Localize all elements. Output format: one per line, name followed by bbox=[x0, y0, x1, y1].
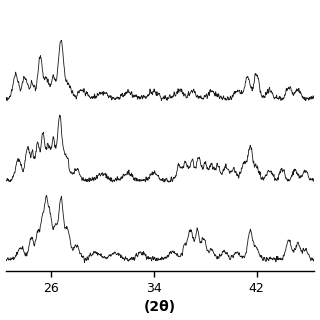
X-axis label: (2θ): (2θ) bbox=[144, 300, 176, 315]
